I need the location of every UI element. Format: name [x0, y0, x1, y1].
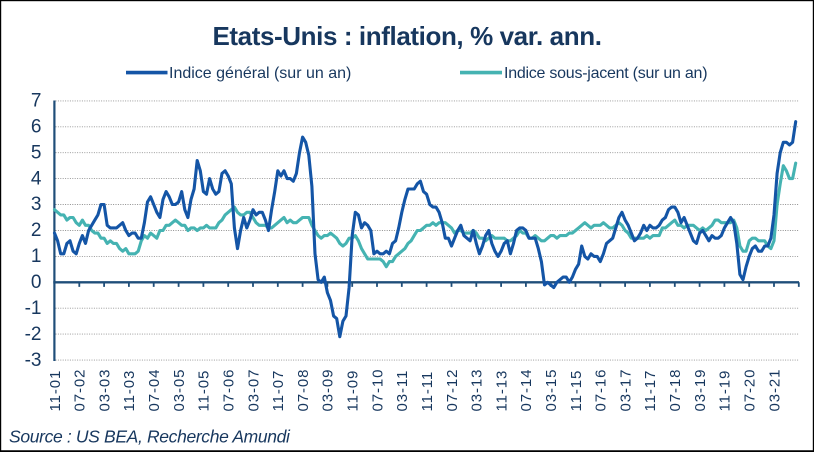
- svg-text:6: 6: [31, 117, 42, 138]
- svg-text:03-07: 03-07: [245, 369, 262, 412]
- svg-text:11-19: 11-19: [717, 370, 734, 412]
- svg-text:07-18: 07-18: [667, 369, 684, 412]
- svg-text:Source : US BEA, Recherche Amu: Source : US BEA, Recherche Amundi: [9, 427, 291, 447]
- svg-text:11-09: 11-09: [345, 370, 362, 412]
- svg-text:07-04: 07-04: [146, 369, 163, 412]
- svg-text:7: 7: [31, 91, 42, 112]
- svg-text:03-15: 03-15: [543, 369, 560, 412]
- svg-text:11-07: 11-07: [270, 370, 287, 412]
- svg-text:Indice général (sur un an): Indice général (sur un an): [169, 65, 351, 82]
- svg-text:03-13: 03-13: [469, 369, 486, 412]
- svg-text:03-19: 03-19: [692, 369, 709, 412]
- svg-text:03-11: 03-11: [394, 370, 411, 412]
- svg-text:0: 0: [31, 272, 42, 293]
- svg-text:07-02: 07-02: [72, 369, 89, 412]
- svg-text:03-17: 03-17: [617, 369, 634, 412]
- svg-text:03-21: 03-21: [766, 369, 783, 412]
- svg-text:11-17: 11-17: [642, 370, 659, 412]
- svg-text:07-06: 07-06: [221, 369, 238, 412]
- svg-text:2: 2: [31, 220, 42, 241]
- svg-text:11-13: 11-13: [493, 370, 510, 412]
- svg-text:07-08: 07-08: [295, 369, 312, 412]
- svg-text:Indice sous-jacent (sur un an): Indice sous-jacent (sur un an): [504, 65, 707, 82]
- svg-text:-1: -1: [25, 298, 42, 319]
- svg-text:07-12: 07-12: [444, 369, 461, 412]
- svg-text:03-09: 03-09: [320, 369, 337, 412]
- svg-text:3: 3: [31, 194, 42, 215]
- svg-text:07-20: 07-20: [742, 369, 759, 412]
- svg-text:-3: -3: [25, 350, 42, 371]
- svg-text:11-03: 11-03: [121, 370, 138, 412]
- svg-text:Etats-Unis : inflation, % var.: Etats-Unis : inflation, % var. ann.: [212, 21, 601, 51]
- svg-text:07-14: 07-14: [518, 369, 535, 412]
- svg-text:11-05: 11-05: [196, 370, 213, 412]
- svg-text:07-10: 07-10: [369, 369, 386, 412]
- svg-text:11-01: 11-01: [47, 370, 64, 412]
- svg-text:1: 1: [31, 246, 42, 267]
- svg-text:5: 5: [31, 142, 42, 163]
- svg-text:07-16: 07-16: [593, 369, 610, 412]
- svg-text:-2: -2: [25, 324, 42, 345]
- svg-text:11-11: 11-11: [419, 371, 436, 412]
- svg-text:11-15: 11-15: [568, 370, 585, 412]
- svg-text:03-05: 03-05: [171, 369, 188, 412]
- svg-text:03-03: 03-03: [96, 369, 113, 412]
- svg-text:4: 4: [31, 168, 42, 189]
